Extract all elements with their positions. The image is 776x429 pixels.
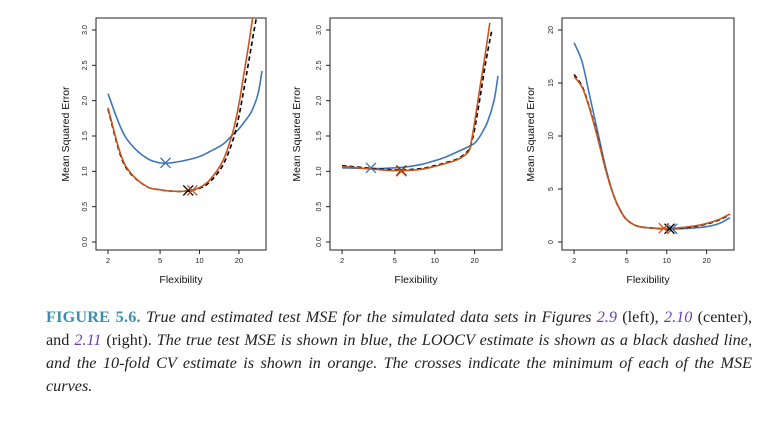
series-line-1 xyxy=(107,18,258,193)
y-tick-label: 2.5 xyxy=(316,60,323,70)
y-tick-label: 10 xyxy=(548,132,555,140)
x-tick-label: 20 xyxy=(702,256,710,265)
figure-caption: FIGURE 5.6. True and estimated test MSE … xyxy=(46,306,752,398)
panel-center: 0.0 0.5 1.0 1.5 2.0 2.5 3.0 2 5 10 20 Flexibility Me… xyxy=(291,17,503,286)
series-line-2 xyxy=(107,18,254,193)
caption-ref-center[interactable]: 2.10 xyxy=(664,308,693,326)
y-tick-label: 0.5 xyxy=(316,202,323,212)
x-tick-label: 10 xyxy=(663,256,671,265)
minimum-cross-0 xyxy=(160,157,171,169)
series-line-2 xyxy=(573,76,731,230)
minimum-cross-2 xyxy=(658,222,670,234)
series-line-2 xyxy=(342,22,491,172)
panel-left: 0.0 0.5 1.0 1.5 2.0 2.5 3.0 2 5 10 20 Flexibility Me… xyxy=(60,17,267,286)
caption-text-2: The true test MSE is shown in blue, the … xyxy=(46,331,752,395)
minimum-cross-2 xyxy=(395,165,407,177)
x-tick-label: 10 xyxy=(195,256,203,265)
plot-frame xyxy=(561,17,735,251)
y-tick-label: 15 xyxy=(548,79,555,87)
y-tick-label: 0.0 xyxy=(82,237,89,247)
minimum-cross-1 xyxy=(182,184,194,196)
y-tick-label: 0 xyxy=(548,240,555,244)
x-tick-label: 2 xyxy=(106,256,110,265)
y-tick-label: 1.5 xyxy=(82,131,89,141)
x-tick-label: 5 xyxy=(158,256,162,265)
y-axis-label: Mean Squared Error xyxy=(60,86,72,182)
y-tick-label: 20 xyxy=(548,26,555,34)
y-tick-label: 1.0 xyxy=(82,166,89,176)
y-axis-label: Mean Squared Error xyxy=(291,86,303,182)
figure-panels: 0.00.51.01.52.02.53.02 5 10 20FlexibilityMe… xyxy=(60,17,735,286)
caption-ref-left[interactable]: 2.9 xyxy=(596,308,617,326)
y-tick-label: 3.0 xyxy=(316,25,323,35)
y-axis-label: Mean Squared Error xyxy=(525,86,537,182)
caption-text-center: (center), and xyxy=(46,308,753,349)
x-axis-label: Flexibility xyxy=(394,274,438,286)
minimum-cross-0 xyxy=(365,162,377,174)
y-tick-label: 2.0 xyxy=(82,96,89,106)
caption-text-right: (right). xyxy=(106,331,152,349)
caption-figure-number: FIGURE 5.6. xyxy=(46,308,141,326)
x-tick-label: 5 xyxy=(625,256,629,265)
series-line-0 xyxy=(107,70,263,165)
x-axis-label: Flexibility xyxy=(626,274,670,286)
y-tick-label: 1.5 xyxy=(316,131,323,141)
y-tick-label: 5 xyxy=(548,187,555,191)
y-tick-label: 2.5 xyxy=(82,60,89,70)
x-tick-label: 20 xyxy=(235,256,243,265)
x-tick-label: 10 xyxy=(431,256,439,265)
minimum-cross-2 xyxy=(186,184,198,196)
y-tick-label: 0.0 xyxy=(316,237,323,247)
y-tick-label: 3.0 xyxy=(82,25,89,35)
minimum-cross-0 xyxy=(666,223,678,235)
plot-frame xyxy=(329,17,503,251)
caption-text-left: (left), xyxy=(622,308,659,326)
y-tick-label: 0.5 xyxy=(82,202,89,212)
x-tick-label: 5 xyxy=(393,256,397,265)
y-tick-label: 2.0 xyxy=(316,96,323,106)
x-tick-label: 20 xyxy=(470,256,478,265)
x-axis-label: Flexibility xyxy=(159,274,203,286)
y-tick-label: 1.0 xyxy=(316,166,323,176)
caption-text-1: True and estimated test MSE for the simu… xyxy=(146,308,592,326)
caption-ref-right[interactable]: 2.11 xyxy=(74,331,102,349)
series-line-0 xyxy=(342,75,499,170)
series-line-1 xyxy=(573,74,731,230)
x-tick-label: 2 xyxy=(572,256,576,265)
x-tick-label: 2 xyxy=(340,256,344,265)
plot-frame xyxy=(95,17,267,251)
